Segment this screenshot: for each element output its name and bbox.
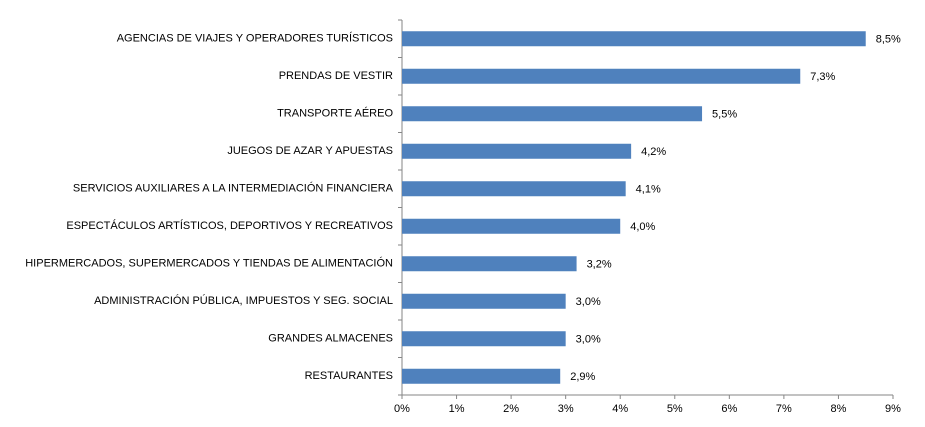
- value-label: 4,0%: [630, 221, 655, 233]
- y-tick-label: RESTAURANTES: [305, 370, 393, 382]
- x-tick-label: 1%: [449, 403, 465, 415]
- value-label: 3,0%: [576, 334, 601, 346]
- y-tick-label: ADMINISTRACIÓN PÚBLICA, IMPUESTOS Y SEG.…: [94, 294, 393, 307]
- y-tick-label: GRANDES ALMACENES: [268, 333, 393, 345]
- y-tick-label: HIPERMERCADOS, SUPERMERCADOS Y TIENDAS D…: [25, 257, 393, 270]
- value-label: 4,1%: [636, 184, 661, 196]
- bar: [402, 256, 577, 272]
- y-tick-label: JUEGOS DE AZAR Y APUESTAS: [227, 145, 393, 157]
- bar: [402, 331, 566, 347]
- y-tick-label: AGENCIAS DE VIAJES Y OPERADORES TURÍSTIC…: [117, 32, 393, 45]
- x-tick-label: 0%: [394, 403, 410, 415]
- y-tick-label: PRENDAS DE VESTIR: [279, 70, 393, 82]
- x-tick-label: 4%: [612, 403, 628, 415]
- y-tick-label: SERVICIOS AUXILIARES A LA INTERMEDIACIÓN…: [73, 182, 394, 195]
- bar: [402, 368, 561, 384]
- x-tick-label: 2%: [503, 403, 519, 415]
- value-label: 4,2%: [641, 146, 666, 158]
- x-tick-label: 8%: [830, 403, 846, 415]
- bar: [402, 106, 703, 122]
- x-tick-label: 5%: [667, 403, 683, 415]
- value-label: 3,2%: [587, 259, 612, 271]
- value-label: 7,3%: [810, 71, 835, 83]
- value-label: 8,5%: [876, 34, 901, 46]
- x-tick-label: 3%: [558, 403, 574, 415]
- value-label: 3,0%: [576, 296, 601, 308]
- bar: [402, 181, 626, 197]
- x-tick-label: 7%: [776, 403, 792, 415]
- value-label: 5,5%: [712, 109, 737, 121]
- bar: [402, 31, 866, 47]
- x-tick-label: 9%: [885, 403, 901, 415]
- x-tick-label: 6%: [721, 403, 737, 415]
- bar: [402, 68, 801, 84]
- bar: [402, 293, 566, 309]
- bar: [402, 143, 632, 159]
- value-label: 2,9%: [570, 371, 595, 383]
- y-tick-label: TRANSPORTE AÉREO: [277, 107, 393, 120]
- bar: [402, 218, 621, 234]
- y-tick-label: ESPECTÁCULOS ARTÍSTICOS, DEPORTIVOS Y RE…: [66, 219, 393, 232]
